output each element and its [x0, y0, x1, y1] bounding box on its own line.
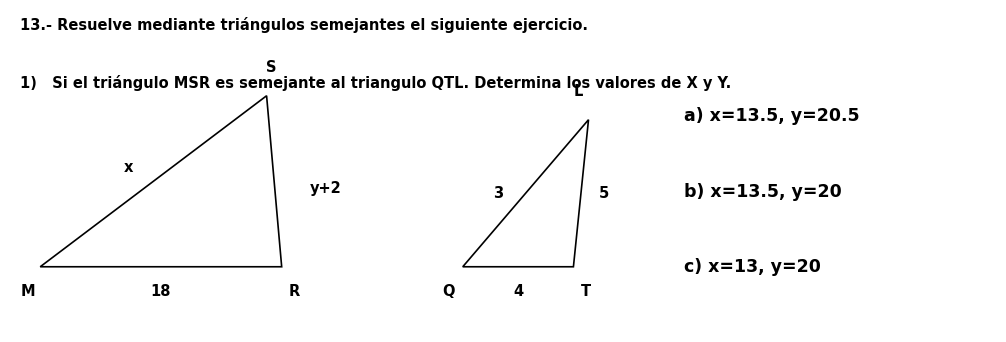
Text: S: S	[267, 60, 277, 75]
Text: R: R	[288, 284, 300, 299]
Text: x: x	[124, 160, 133, 175]
Text: 4: 4	[513, 284, 523, 299]
Text: T: T	[580, 284, 591, 299]
Text: M: M	[21, 284, 35, 299]
Text: 5: 5	[599, 186, 610, 201]
Text: a) x=13.5, y=20.5: a) x=13.5, y=20.5	[684, 107, 860, 125]
Text: 3: 3	[493, 186, 503, 201]
Text: 1)   Si el triángulo MSR es semejante al triangulo QTL. Determina los valores de: 1) Si el triángulo MSR es semejante al t…	[20, 75, 731, 91]
Text: Q: Q	[443, 284, 455, 299]
Text: 13.- Resuelve mediante triángulos semejantes el siguiente ejercicio.: 13.- Resuelve mediante triángulos semeja…	[20, 17, 589, 33]
Text: L: L	[573, 84, 583, 99]
Text: y+2: y+2	[309, 181, 341, 196]
Text: 18: 18	[151, 284, 171, 299]
Text: b) x=13.5, y=20: b) x=13.5, y=20	[684, 183, 842, 200]
Text: c) x=13, y=20: c) x=13, y=20	[684, 258, 821, 276]
